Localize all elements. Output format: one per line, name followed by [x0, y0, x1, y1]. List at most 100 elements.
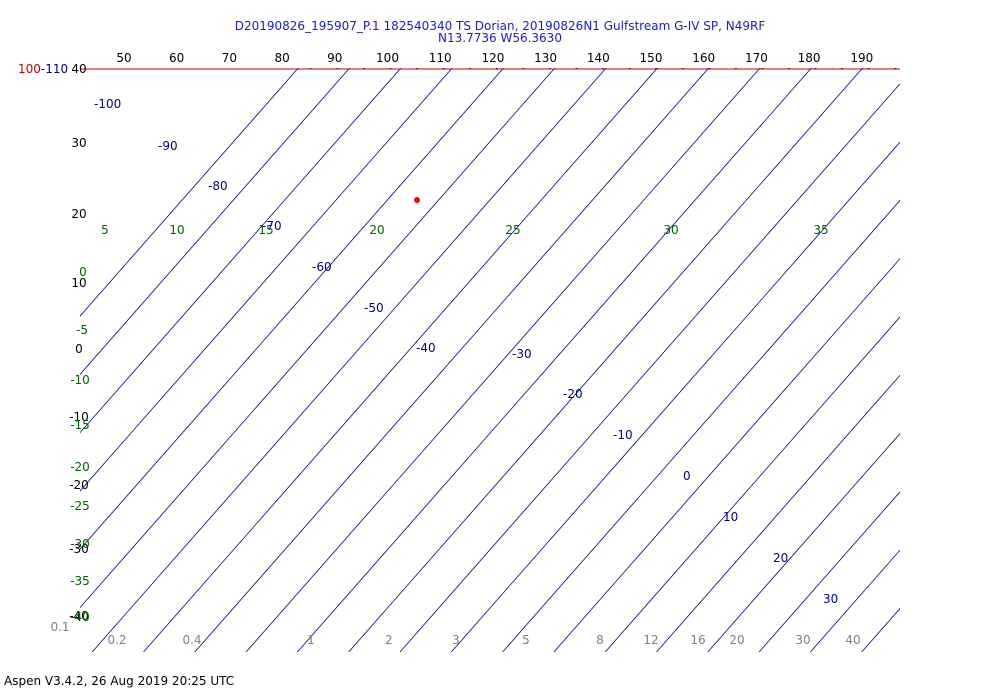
mixing-ratio-line: [940, 0, 1000, 69]
isotherm-label: -10: [613, 428, 633, 442]
isotherm-line: [245, 68, 761, 652]
dry-adiabat-line: [681, 68, 685, 70]
pressure-tick-label: 100-110: [18, 62, 68, 76]
isotherm-line: [80, 68, 350, 375]
isotherm-line: [810, 549, 900, 652]
temperature-profile: [414, 197, 420, 203]
isotherm-label: -100: [94, 97, 121, 111]
left-axis-tick-label: 10: [71, 276, 86, 290]
isotherm-line: [399, 83, 900, 652]
isotherm-lines: [80, 68, 1000, 652]
isotherm-label: -70: [262, 219, 282, 233]
isotherm-line: [861, 607, 900, 652]
moist-adiabat-label: 10: [169, 223, 184, 237]
top-axis-tick-label: 90: [327, 51, 342, 65]
moist-adiabat-label: -20: [70, 460, 90, 474]
moist-adiabat-label: -25: [70, 499, 90, 513]
isotherm-line: [80, 68, 299, 317]
isotherm-line: [80, 68, 402, 434]
left-axis-tick-label: -30: [69, 542, 89, 556]
mixing-ratio-line: [989, 0, 1000, 69]
title-line-2: N13.7736 W56.3630: [438, 31, 562, 45]
isotherm-line: [297, 68, 812, 652]
moist-adiabat-label: 35: [813, 223, 828, 237]
moist-adiabat-label: 25: [505, 223, 520, 237]
dry-adiabat-line: [973, 0, 1000, 69]
isotherm-label: -30: [512, 347, 532, 361]
moist-adiabat-label: -35: [70, 574, 90, 588]
mixing-ratio-label: 0.4: [182, 633, 201, 647]
dry-adiabat-line: [920, 0, 1000, 69]
isobar-lines: [80, 68, 900, 70]
isotherm-label: -20: [563, 387, 583, 401]
isotherm-line: [656, 374, 900, 652]
dry-adiabat-line: [442, 68, 445, 70]
isotherm-line: [450, 141, 900, 652]
mixing-ratio-label: 3: [452, 633, 460, 647]
isotherm-line: [143, 68, 658, 652]
top-axis-tick-label: 50: [116, 51, 131, 65]
moist-adiabat-label: 30: [663, 223, 678, 237]
top-axis-tick-label: 160: [692, 51, 715, 65]
isotherm-label: 10: [723, 510, 738, 524]
isotherm-label: 0: [683, 469, 691, 483]
top-axis-tick-label: 70: [222, 51, 237, 65]
isotherm-label: -40: [416, 341, 436, 355]
mixing-ratio-label: 12: [643, 633, 658, 647]
top-axis-tick-label: 100: [376, 51, 399, 65]
moist-adiabat-label: 20: [369, 223, 384, 237]
top-axis-tick-label: 130: [534, 51, 557, 65]
left-axis-tick-label: -10: [69, 410, 89, 424]
dry-adiabat-line: [362, 68, 365, 70]
chart-title: D20190826_195907_P.1 182540340 TS Dorian…: [0, 20, 1000, 44]
moist-adiabat-label: -30: [70, 537, 90, 551]
left-axis-tick-label: 30: [71, 136, 86, 150]
isotherm-line: [502, 199, 900, 652]
mixing-ratio-label: 40: [845, 633, 860, 647]
dry-adiabat-line: [893, 68, 897, 70]
isotherm-line: [91, 68, 607, 652]
isotherm-line: [348, 68, 863, 652]
title-line-1: D20190826_195907_P.1 182540340 TS Dorian…: [234, 19, 766, 33]
moist-adiabat-label: -10: [70, 373, 90, 387]
left-axis-tick-label: -20: [69, 478, 89, 492]
top-axis-tick-label: 60: [169, 51, 184, 65]
isotherm-label: 20: [773, 551, 788, 565]
mixing-ratio-label: 0.2: [107, 633, 126, 647]
mixing-ratio-line: [905, 0, 1000, 69]
top-axis-tick-label: 40: [71, 62, 86, 76]
mixing-ratio-label: 16: [690, 633, 705, 647]
isotherm-label: -60: [312, 260, 332, 274]
isotherm-line: [707, 432, 900, 652]
isotherm-label: -50: [364, 301, 384, 315]
temperature-point: [414, 197, 420, 203]
top-axis-tick-label: 80: [274, 51, 289, 65]
isotherm-line: [604, 316, 900, 652]
isotherm-line: [194, 68, 710, 652]
moist-adiabat-label: 5: [101, 223, 109, 237]
moist-adiabat-label: 0: [79, 265, 87, 279]
top-axis-tick-label: 190: [850, 51, 873, 65]
isotherm-label: -80: [208, 179, 228, 193]
top-axis-tick-label: 150: [640, 51, 663, 65]
isotherm-line: [80, 68, 453, 492]
mixing-ratio-lines: [803, 0, 1000, 70]
moist-adiabat-label: -15: [70, 418, 90, 432]
mixing-ratio-line: [961, 0, 1000, 69]
isotherm-line: [553, 258, 900, 652]
isotherm-line: [913, 68, 1000, 652]
dry-adiabat-line: [813, 68, 818, 70]
moist-adiabat-label: -40: [70, 610, 90, 624]
moist-adiabat-label: -5: [76, 323, 88, 337]
mixing-ratio-label: 5: [522, 633, 530, 647]
axis-labels: 100-110200300400500600700800900100040506…: [18, 51, 873, 647]
left-axis-tick-label: 0: [75, 342, 83, 356]
mixing-ratio-label: 1: [307, 633, 315, 647]
top-axis-tick-label: 180: [798, 51, 821, 65]
plot-area: [80, 0, 1000, 652]
mixing-ratio-line: [861, 68, 864, 70]
mixing-ratio-label: 8: [596, 633, 604, 647]
dry-adiabat-line: [548, 68, 552, 70]
isotherm-line: [80, 68, 504, 550]
